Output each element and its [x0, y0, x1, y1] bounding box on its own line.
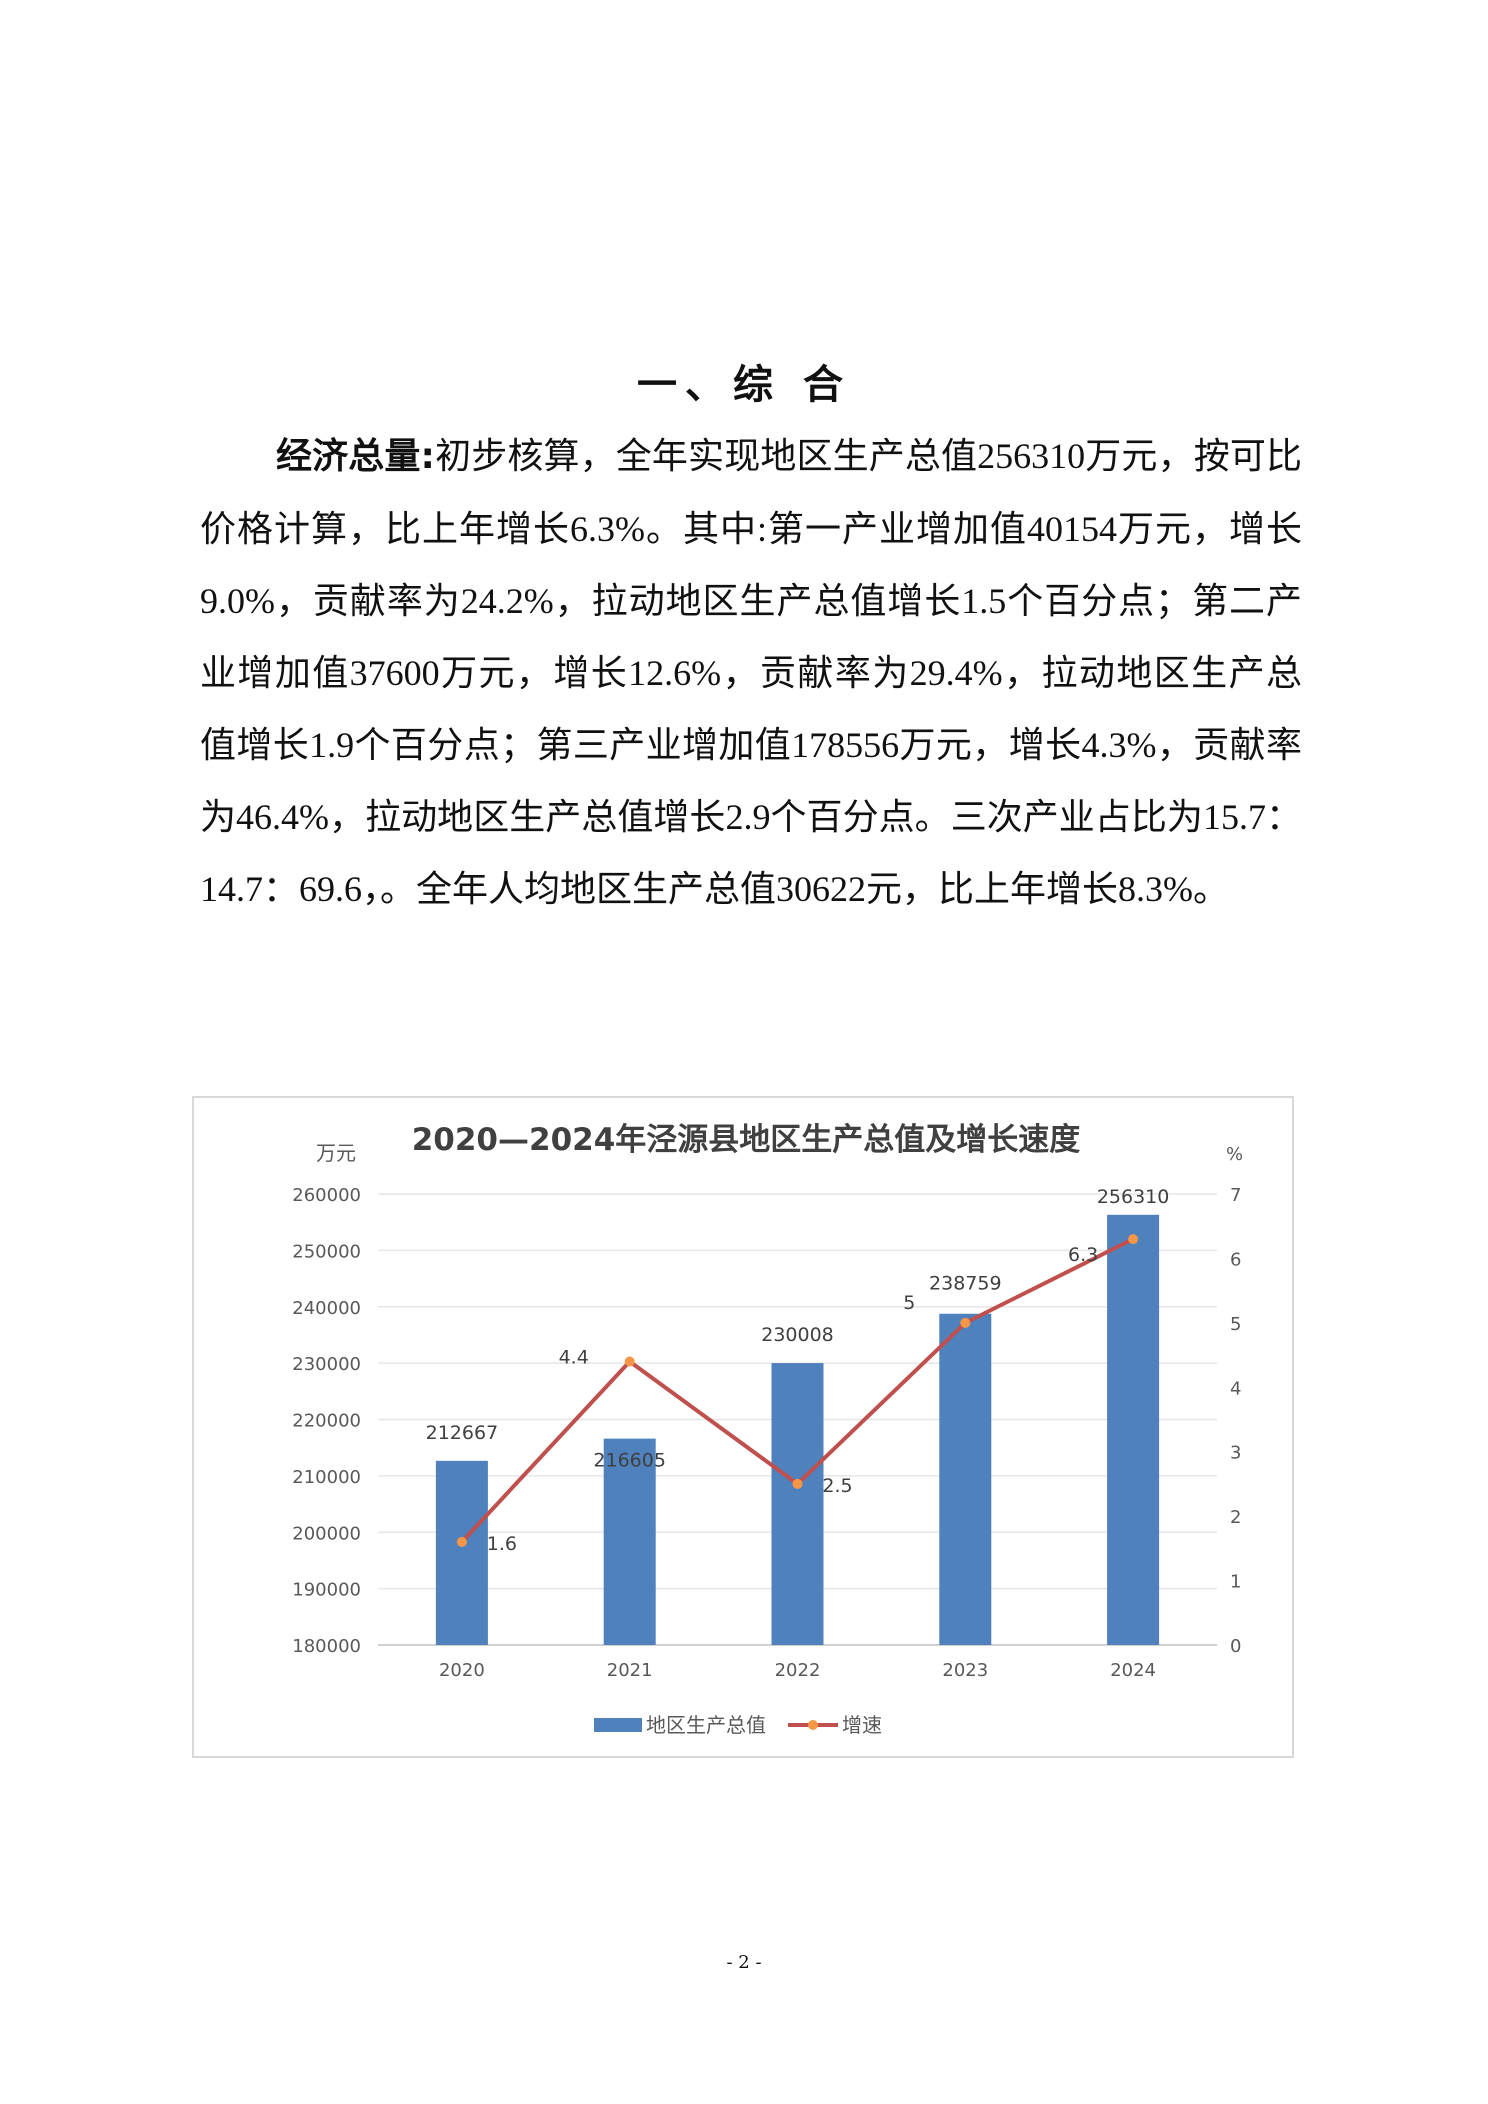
bar-2024: [1107, 1214, 1160, 1645]
left-tick-label: 200000: [292, 1523, 361, 1544]
legend-marker: [808, 1720, 818, 1730]
left-tick-label: 180000: [292, 1636, 361, 1657]
left-tick-label: 230000: [292, 1354, 361, 1375]
left-tick-label: 240000: [292, 1298, 361, 1319]
right-tick-label: 7: [1230, 1185, 1241, 1206]
x-tick-label: 2024: [1110, 1660, 1156, 1681]
chart-svg: 2020—2024年泾源县地区生产总值及增长速度 万元 % 180000 1900…: [292, 1122, 1243, 1737]
x-tick-label: 2022: [775, 1660, 821, 1681]
right-tick-label: 3: [1230, 1443, 1241, 1464]
right-tick-label: 2: [1230, 1507, 1241, 1528]
bar-2020: [435, 1460, 488, 1645]
gdp-chart: 2020—2024年泾源县地区生产总值及增长速度 万元 % 180000 1900…: [192, 1096, 1294, 1758]
right-tick-label: 5: [1230, 1314, 1241, 1335]
legend: 地区生产总值 增速: [594, 1713, 882, 1737]
left-tick-label: 220000: [292, 1411, 361, 1432]
growth-marker-2024: [1128, 1234, 1139, 1245]
growth-marker-2021: [624, 1356, 635, 1367]
right-tick-label: 4: [1230, 1378, 1241, 1399]
growth-marker-2020: [456, 1536, 467, 1547]
legend-gdp: 地区生产总值: [646, 1713, 766, 1737]
right-tick-label: 6: [1230, 1249, 1241, 1270]
left-axis-unit: 万元: [316, 1141, 356, 1165]
section-heading: 一、综 合: [637, 362, 851, 408]
summary-paragraph: 经济总量:初步核算，全年实现地区生产总值256310万元，按可比价格计算，比上年…: [200, 420, 1302, 925]
chart-title: 2020—2024年泾源县地区生产总值及增长速度: [412, 1122, 1081, 1158]
legend-growth: 增速: [842, 1713, 882, 1737]
bar-value-label: 212667: [426, 1422, 499, 1444]
left-tick-label: 190000: [292, 1580, 361, 1601]
right-tick-label: 0: [1230, 1636, 1241, 1657]
growth-value-label: 6.3: [1068, 1244, 1098, 1266]
bar-value-label: 238759: [929, 1273, 1002, 1295]
growth-value-label: 1.6: [487, 1533, 517, 1555]
bar-2023: [939, 1313, 992, 1645]
page-number: - 2 -: [726, 1952, 762, 1973]
right-axis-unit: %: [1226, 1144, 1243, 1165]
left-tick-label: 210000: [292, 1467, 361, 1488]
growth-value-label: 5: [903, 1292, 915, 1314]
x-tick-label: 2020: [439, 1660, 485, 1681]
paragraph-text: 初步核算，全年实现地区生产总值256310万元，按可比价格计算，比上年增长6.3…: [200, 436, 1302, 909]
growth-marker-2022: [792, 1478, 803, 1489]
growth-marker-2023: [960, 1317, 971, 1328]
x-tick-label: 2023: [942, 1660, 988, 1681]
growth-value-label: 4.4: [559, 1347, 589, 1369]
paragraph-lead: 经济总量:: [276, 436, 435, 477]
left-tick-label: 260000: [292, 1185, 361, 1206]
bar-2021: [603, 1438, 656, 1645]
x-tick-label: 2021: [607, 1660, 653, 1681]
bar-2022: [771, 1363, 824, 1645]
bar-value-label: 230008: [761, 1324, 834, 1346]
right-tick-label: 1: [1230, 1572, 1241, 1593]
left-tick-label: 250000: [292, 1241, 361, 1262]
bar-value-label: 216605: [593, 1450, 666, 1472]
growth-value-label: 2.5: [822, 1475, 852, 1497]
legend-bar-swatch: [594, 1718, 642, 1732]
bar-value-label: 256310: [1097, 1186, 1170, 1208]
